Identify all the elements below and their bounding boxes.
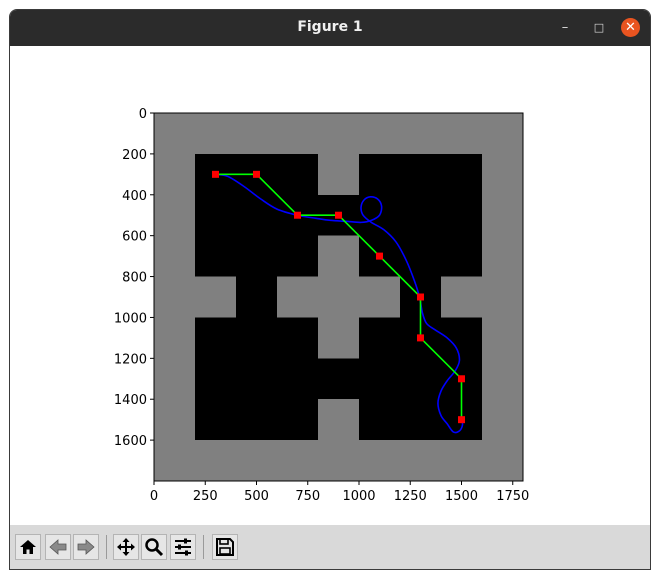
close-button[interactable]: ✕ (621, 18, 640, 37)
waypoint-marker (335, 211, 342, 219)
navigation-toolbar (10, 525, 650, 569)
y-tick-label: 600 (122, 230, 147, 245)
home-icon (20, 540, 36, 554)
waypoint-marker (212, 170, 219, 178)
x-tick-label: 1000 (342, 489, 375, 504)
map-free-region (318, 358, 359, 400)
smoothed-path-line (215, 173, 464, 434)
maximize-button[interactable]: □ (593, 21, 605, 34)
back-button[interactable] (45, 534, 71, 560)
floppy-disk-icon (216, 538, 234, 556)
waypoint-marker (294, 211, 301, 219)
home-button[interactable] (15, 534, 41, 560)
figure-canvas[interactable]: 0 250 500 750 1000 1250 1500 1750 0 200 400 600 800 1… (10, 46, 650, 526)
zoom-button[interactable] (141, 534, 167, 560)
sliders-icon (175, 538, 191, 556)
map-free-region (195, 317, 318, 441)
save-button[interactable] (212, 534, 238, 560)
waypoint-marker (253, 170, 260, 178)
back-arrow-icon (49, 539, 67, 555)
x-tick-label: 750 (295, 489, 320, 504)
plot-svg: 0 250 500 750 1000 1250 1500 1750 0 200 400 600 800 1… (114, 107, 529, 504)
forward-button[interactable] (73, 534, 99, 560)
minimize-button[interactable]: – (561, 20, 569, 35)
x-tick-label: 250 (193, 489, 218, 504)
waypoint-marker (417, 334, 424, 342)
waypoint-marker (417, 293, 424, 301)
toolbar-separator (106, 535, 107, 559)
waypoint-marker (376, 252, 383, 260)
x-tick-label: 1750 (496, 489, 529, 504)
move-arrows-icon (117, 538, 135, 556)
window-title: Figure 1 (297, 19, 363, 35)
magnifier-icon (145, 538, 164, 557)
x-tick-label: 0 (150, 489, 158, 504)
y-tick-label: 1600 (114, 434, 147, 449)
waypoint-marker (458, 416, 465, 424)
toolbar-separator (203, 535, 204, 559)
y-tick-label: 200 (122, 148, 147, 163)
y-tick-label: 1000 (114, 311, 147, 326)
title-bar[interactable]: Figure 1 – □ ✕ (10, 10, 650, 46)
y-tick-label: 400 (122, 189, 147, 204)
configure-subplots-button[interactable] (170, 534, 196, 560)
map-free-region (236, 276, 277, 318)
forward-arrow-icon (77, 539, 95, 555)
y-tick-label: 0 (139, 107, 147, 122)
y-tick-label: 1200 (114, 352, 147, 367)
axes-frame (153, 112, 524, 482)
waypoint-marker (458, 375, 465, 383)
y-tick-label: 1400 (114, 393, 147, 408)
y-tick-label: 800 (122, 271, 147, 286)
pan-button[interactable] (113, 534, 139, 560)
x-tick-label: 1250 (394, 489, 427, 504)
x-tick-label: 500 (244, 489, 269, 504)
figure-window: Figure 1 – □ ✕ 0 250 500 750 1000 1250 1500 175… (9, 9, 651, 570)
x-tick-label: 1500 (445, 489, 478, 504)
